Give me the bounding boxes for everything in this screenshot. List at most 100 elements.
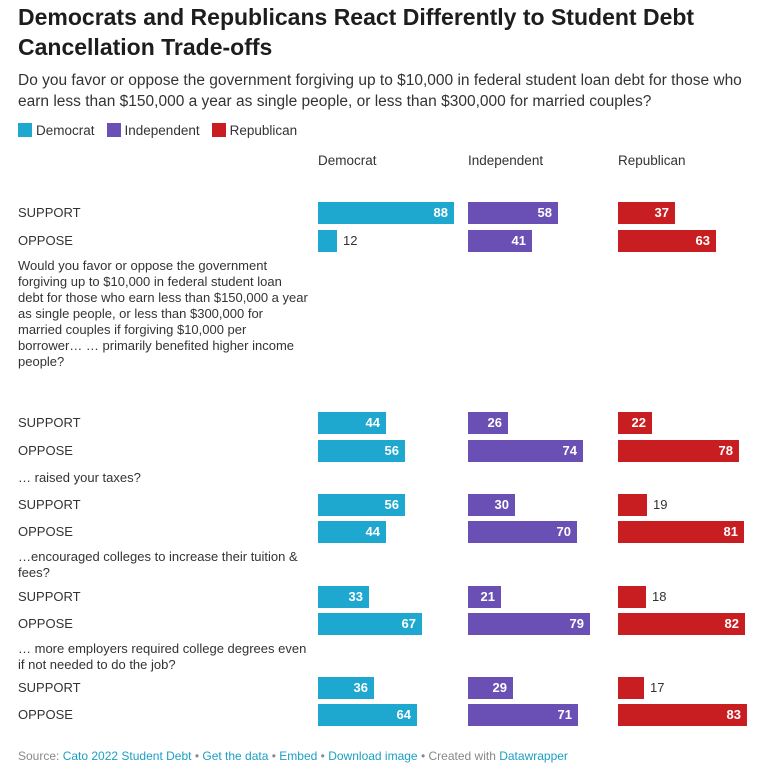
question-text: … more employers required college degree… — [18, 641, 307, 672]
bar-value-label: 64 — [396, 707, 411, 722]
footer-separator: • — [271, 749, 276, 763]
footer-separator: • — [320, 749, 325, 763]
legend: Democrat Independent Republican — [18, 121, 309, 139]
bar-democrat-support — [318, 586, 369, 608]
bar-democrat-oppose — [318, 521, 386, 543]
bar-democrat-oppose — [318, 613, 422, 635]
bar-republican-support — [618, 412, 652, 434]
legend-swatch-republican — [211, 123, 226, 137]
bar-value-label: 33 — [348, 589, 363, 604]
row-label-oppose: OPPOSE — [18, 233, 73, 248]
bar-independent-oppose — [468, 230, 532, 252]
legend-swatch-democrat — [18, 123, 32, 137]
bar-value-label: 83 — [726, 707, 741, 722]
bar-value-label: 78 — [718, 443, 733, 458]
bar-value-label: 88 — [433, 205, 448, 220]
bar-value-label: 70 — [556, 524, 571, 539]
bar-value-label: 18 — [652, 589, 667, 604]
bar-value-label: 22 — [631, 415, 646, 430]
bar-value-label: 44 — [365, 415, 380, 430]
bar-democrat-support — [318, 412, 386, 434]
bar-value-label: 41 — [511, 233, 526, 248]
footer-separator: • — [420, 749, 426, 763]
row-label-support: SUPPORT — [18, 205, 81, 220]
chart-subtitle: Do you favor or oppose the government fo… — [18, 72, 742, 110]
bar-republican-oppose — [618, 440, 739, 462]
question-text: Would you favor or oppose the government… — [18, 258, 308, 369]
row-label-oppose: OPPOSE — [18, 707, 73, 722]
bar-independent-support — [468, 677, 513, 699]
bar-independent-support — [468, 586, 501, 608]
bar-republican-support — [618, 494, 647, 516]
bar-value-label: 17 — [650, 680, 665, 695]
bar-value-label: 71 — [557, 707, 572, 722]
column-header-republican: Republican — [618, 153, 686, 168]
bar-value-label: 63 — [695, 233, 710, 248]
row-label-oppose: OPPOSE — [18, 443, 73, 458]
bar-republican-oppose — [618, 704, 747, 726]
bar-republican-support — [618, 202, 675, 224]
bar-independent-support — [468, 412, 508, 434]
legend-swatch-independent — [106, 123, 121, 137]
legend-label-independent: Independent — [124, 122, 200, 138]
legend-item-independent: Independent — [106, 122, 200, 138]
row-label-support: SUPPORT — [18, 680, 81, 695]
embed-link[interactable]: Embed — [279, 749, 318, 763]
bar-value-label: 30 — [494, 497, 509, 512]
question-text: … raised your taxes? — [18, 470, 141, 485]
source-link[interactable]: Cato 2022 Student Debt — [62, 749, 192, 763]
get-data-link[interactable]: Get the data — [202, 749, 269, 763]
bar-value-label: 19 — [653, 497, 668, 512]
row-label-support: SUPPORT — [18, 589, 81, 604]
bar-democrat-support — [318, 494, 405, 516]
download-image-link[interactable]: Download image — [328, 749, 418, 763]
bar-value-label: 79 — [569, 616, 584, 631]
bar-value-label: 29 — [492, 680, 507, 695]
bar-democrat-support — [318, 677, 374, 699]
row-label-support: SUPPORT — [18, 415, 81, 430]
bar-independent-oppose — [468, 521, 577, 543]
bar-democrat-oppose — [318, 440, 405, 462]
bar-independent-oppose — [468, 440, 583, 462]
bar-value-label: 12 — [343, 233, 358, 248]
column-header-democrat: Democrat — [318, 153, 377, 168]
question-text: …encouraged colleges to increase their t… — [18, 549, 298, 580]
footer-separator: • — [194, 749, 200, 763]
footer: Source: Cato 2022 Student Debt • Get the… — [18, 749, 568, 763]
bar-value-label: 56 — [384, 443, 399, 458]
bar-value-label: 36 — [353, 680, 368, 695]
bar-value-label: 37 — [654, 205, 669, 220]
bar-republican-oppose — [618, 613, 745, 635]
created-with-text: Created with — [428, 749, 496, 763]
bar-republican-oppose — [618, 521, 744, 543]
legend-label-republican: Republican — [229, 122, 298, 138]
bar-value-label: 58 — [537, 205, 552, 220]
row-label-oppose: OPPOSE — [18, 616, 73, 631]
bar-value-label: 81 — [723, 524, 738, 539]
bar-value-label: 82 — [724, 616, 739, 631]
bar-value-label: 56 — [384, 497, 399, 512]
bar-independent-oppose — [468, 704, 578, 726]
bar-independent-support — [468, 494, 515, 516]
bar-republican-support — [618, 586, 646, 608]
column-header-independent: Independent — [468, 153, 544, 168]
bar-independent-oppose — [468, 613, 590, 635]
bar-democrat-oppose — [318, 704, 417, 726]
legend-item-republican: Republican — [211, 122, 298, 138]
row-label-oppose: OPPOSE — [18, 524, 73, 539]
bar-value-label: 21 — [480, 589, 495, 604]
legend-label-democrat: Democrat — [36, 122, 95, 138]
legend-item-democrat: Democrat — [18, 123, 95, 138]
bar-value-label: 67 — [401, 616, 416, 631]
bar-value-label: 26 — [487, 415, 502, 430]
datawrapper-link[interactable]: Datawrapper — [499, 749, 568, 763]
row-label-support: SUPPORT — [18, 497, 81, 512]
chart-title: Democrats and Republicans React Differen… — [18, 4, 695, 60]
bar-democrat-support — [318, 202, 454, 224]
bar-independent-support — [468, 202, 558, 224]
bar-value-label: 44 — [365, 524, 380, 539]
bar-value-label: 74 — [562, 443, 577, 458]
bar-republican-oppose — [618, 230, 716, 252]
source-label: Source: — [18, 749, 60, 763]
bar-democrat-oppose — [318, 230, 337, 252]
